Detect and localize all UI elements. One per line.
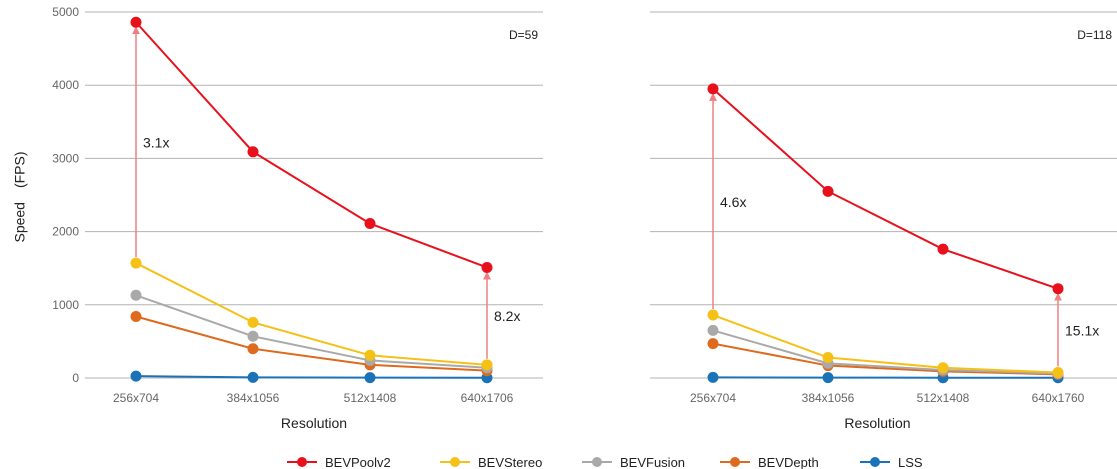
series-line-bevpoolv2 <box>135 21 488 269</box>
legend-swatch-marker <box>592 457 602 467</box>
series-line-bevfusion <box>135 294 488 369</box>
panel-annotation: D=59 <box>509 28 538 42</box>
y-tick-label: 3000 <box>52 151 79 165</box>
x-tick-label: 256x704 <box>113 391 159 405</box>
x-tick-label: 640x1706 <box>461 391 514 405</box>
series-line-bevpoolv2 <box>712 88 1059 290</box>
x-tick-label: 512x1408 <box>344 391 397 405</box>
data-point-bevpoolv2 <box>937 243 949 255</box>
series-line-bevdepth <box>712 342 1059 376</box>
y-tick-label: 4000 <box>52 78 79 92</box>
legend-swatch-marker <box>450 457 460 467</box>
series-line-bevdepth <box>135 315 488 372</box>
legend-label: BEVPoolv2 <box>325 455 391 469</box>
legend: BEVPoolv2 BEVStereo BEVFusion BEVDepth LSS <box>287 455 923 469</box>
data-point-lss <box>707 371 719 383</box>
data-point-bevstereo <box>130 257 142 269</box>
y-tick-label: 0 <box>72 371 79 385</box>
series-line-bevstereo <box>135 262 488 366</box>
data-point-lss <box>364 372 376 384</box>
chart-panel-right: 256x704 384x1056 512x1408 640x1760 Resolutio… <box>650 11 1117 431</box>
data-point-bevpoolv2 <box>822 185 834 197</box>
x-tick-label: 384x1056 <box>802 391 855 405</box>
data-point-bevfusion <box>247 330 259 342</box>
data-point-lss <box>822 372 834 384</box>
x-tick-label: 384x1056 <box>227 391 280 405</box>
data-point-bevstereo <box>707 309 719 321</box>
legend-label: BEVStereo <box>478 455 542 469</box>
data-point-bevdepth <box>707 338 719 350</box>
data-point-bevpoolv2 <box>247 146 259 158</box>
legend-label: BEVFusion <box>620 455 685 469</box>
legend-swatch-marker <box>730 457 740 467</box>
y-tick-label: 5000 <box>52 5 79 19</box>
legend-swatch-marker <box>870 457 880 467</box>
panel-annotation: D=118 <box>1077 28 1112 42</box>
x-axis-title: Resolution <box>844 415 910 431</box>
x-tick-label: 256x704 <box>690 391 736 405</box>
data-point-bevstereo <box>1052 367 1064 379</box>
legend-label: BEVDepth <box>758 455 819 469</box>
series-line-bevstereo <box>712 314 1059 374</box>
speedup-label: 3.1x <box>143 135 169 151</box>
data-point-bevpoolv2 <box>130 16 142 28</box>
data-point-bevfusion <box>130 289 142 301</box>
chart-panel-left: 0 1000 2000 3000 4000 5000 256x704 384x1056 512x… <box>52 5 543 431</box>
y-axis-title: Speed (FPS) <box>12 151 28 242</box>
speedup-label: 8.2x <box>494 308 520 324</box>
data-point-bevpoolv2 <box>481 261 493 273</box>
series-line-bevfusion <box>712 329 1059 375</box>
data-point-bevpoolv2 <box>364 218 376 230</box>
series-line-lss <box>135 375 488 379</box>
y-tick-label: 2000 <box>52 225 79 239</box>
x-tick-label: 512x1408 <box>917 391 970 405</box>
data-point-bevdepth <box>130 311 142 323</box>
data-point-bevstereo <box>481 359 493 371</box>
legend-label: LSS <box>898 455 923 469</box>
data-point-bevstereo <box>364 349 376 361</box>
speedup-label: 4.6x <box>720 194 746 210</box>
legend-swatch-marker <box>297 457 307 467</box>
y-tick-label: 1000 <box>52 298 79 312</box>
data-point-bevfusion <box>707 324 719 336</box>
data-point-bevstereo <box>822 352 834 364</box>
data-point-lss <box>130 370 142 382</box>
x-tick-label: 640x1760 <box>1032 391 1085 405</box>
data-point-bevstereo <box>937 362 949 374</box>
speedup-label: 15.1x <box>1065 323 1099 339</box>
data-point-bevstereo <box>247 316 259 328</box>
data-point-bevpoolv2 <box>1052 283 1064 295</box>
data-point-lss <box>247 371 259 383</box>
data-point-bevdepth <box>247 343 259 355</box>
x-axis-title: Resolution <box>281 415 347 431</box>
data-point-bevpoolv2 <box>707 83 719 95</box>
